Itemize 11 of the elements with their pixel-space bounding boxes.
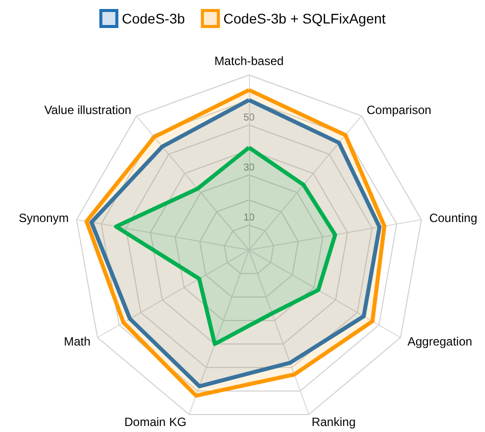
spoke-label: Comparison xyxy=(366,102,432,117)
spoke-label: Value illustration xyxy=(44,102,132,117)
spoke-label: Counting xyxy=(429,211,478,226)
spoke-label: Domain KG xyxy=(124,414,186,429)
spoke-label: Ranking xyxy=(312,414,356,429)
spoke-label: Aggregation xyxy=(407,334,472,348)
spoke-label: Synonym xyxy=(18,211,69,226)
legend-label: CodeS-3b + SQLFixAgent xyxy=(223,10,386,26)
spoke-label: Match-based xyxy=(214,54,284,68)
spoke-label: Math xyxy=(64,334,91,348)
legend-label: CodeS-3b xyxy=(122,10,186,26)
